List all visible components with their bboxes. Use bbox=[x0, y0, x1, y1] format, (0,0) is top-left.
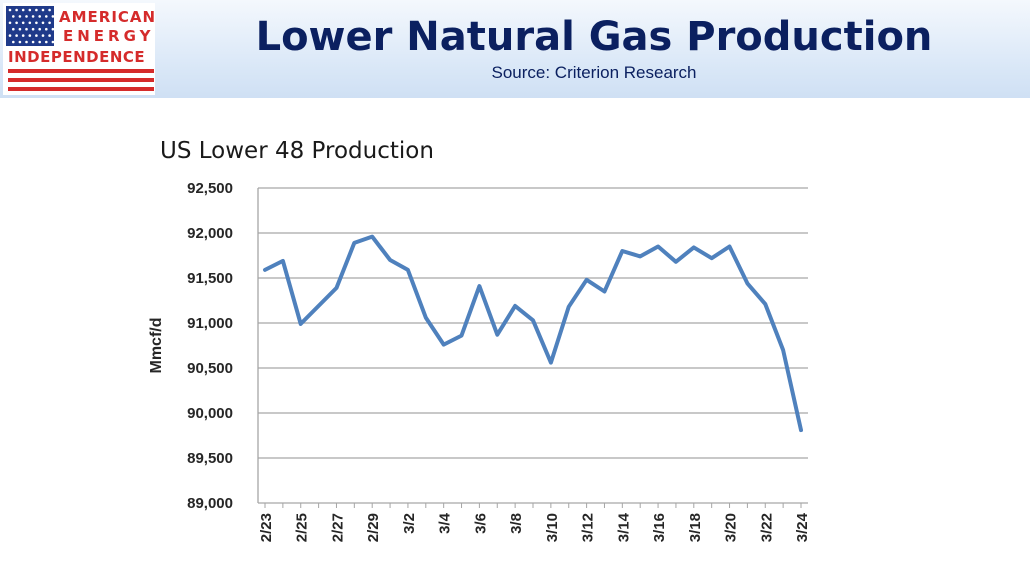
x-tick-label: 3/16 bbox=[651, 513, 668, 542]
chart-title: US Lower 48 Production bbox=[160, 138, 434, 164]
x-tick-label: 3/18 bbox=[687, 513, 704, 542]
y-tick-label: 92,500 bbox=[187, 180, 233, 197]
page-subtitle: Source: Criterion Research bbox=[491, 63, 697, 82]
series-line bbox=[263, 234, 803, 433]
flag-star bbox=[51, 27, 54, 31]
flag-star bbox=[15, 8, 18, 12]
flag-star bbox=[12, 15, 15, 18]
page-title: Lower Natural Gas Production bbox=[255, 14, 933, 60]
logo-line-2: ENERGY bbox=[63, 27, 155, 45]
x-tick-label: 3/20 bbox=[723, 513, 740, 542]
logo-stripes bbox=[8, 69, 154, 91]
flag-star bbox=[31, 40, 35, 44]
flag-star bbox=[35, 8, 38, 12]
y-tick-label: 91,000 bbox=[187, 315, 233, 332]
flag-star bbox=[45, 15, 48, 18]
flag-star bbox=[41, 21, 45, 25]
x-tick-label: 3/6 bbox=[472, 513, 489, 534]
flag-star bbox=[21, 21, 25, 25]
y-tick-label: 90,000 bbox=[187, 405, 233, 422]
flag-star bbox=[12, 40, 15, 44]
flag-star bbox=[28, 8, 32, 12]
flag-star bbox=[48, 34, 51, 37]
flag-star bbox=[8, 34, 12, 37]
y-tick-label: 91,500 bbox=[187, 270, 233, 287]
x-tick-label: 2/29 bbox=[365, 513, 382, 542]
flag-star bbox=[48, 21, 51, 25]
x-tick-label: 3/22 bbox=[758, 513, 775, 542]
y-axis-label: Mmcf/d bbox=[148, 318, 165, 374]
y-tick-label: 89,500 bbox=[187, 450, 233, 467]
x-tick-label: 3/12 bbox=[580, 513, 597, 542]
header-banner: AMERICAN ENERGY INDEPENDENCE Lower Natur… bbox=[0, 0, 1030, 98]
x-tick-label: 2/27 bbox=[329, 513, 346, 542]
flag-star bbox=[15, 34, 18, 37]
logo-line-1: AMERICAN bbox=[59, 8, 157, 26]
y-tick-label: 90,500 bbox=[187, 360, 233, 377]
x-tick-label: 2/23 bbox=[258, 513, 275, 542]
flag-star bbox=[28, 21, 32, 25]
flag-star bbox=[35, 21, 38, 25]
flag-star bbox=[12, 27, 15, 31]
y-tick-label: 89,000 bbox=[187, 495, 233, 512]
flag-star bbox=[28, 34, 32, 37]
us-flag-icon bbox=[6, 6, 54, 46]
flag-star bbox=[25, 15, 28, 18]
flag-star bbox=[38, 27, 41, 31]
flag-star bbox=[18, 40, 22, 44]
flag-star bbox=[31, 15, 35, 18]
flag-star bbox=[35, 34, 38, 37]
flag-star bbox=[38, 40, 41, 44]
x-tick-label: 3/8 bbox=[508, 513, 525, 534]
x-tick-label: 3/10 bbox=[544, 513, 561, 542]
flag-star bbox=[15, 21, 18, 25]
flag-star bbox=[25, 27, 28, 31]
y-tick-label: 92,000 bbox=[187, 225, 233, 242]
flag-star bbox=[18, 15, 22, 18]
flag-star bbox=[38, 15, 41, 18]
flag-star bbox=[45, 40, 48, 44]
flag-star bbox=[51, 15, 54, 18]
x-tick-label: 2/25 bbox=[294, 513, 311, 542]
logo-line-3: INDEPENDENCE bbox=[8, 48, 146, 66]
flag-star bbox=[21, 34, 25, 37]
flag-star bbox=[31, 27, 35, 31]
x-tick-label: 3/2 bbox=[401, 513, 418, 534]
flag-star bbox=[51, 40, 54, 44]
flag-star bbox=[41, 34, 45, 37]
flag-star bbox=[45, 27, 48, 31]
flag-star bbox=[25, 40, 28, 44]
x-tick-label: 3/4 bbox=[437, 512, 454, 534]
logo: AMERICAN ENERGY INDEPENDENCE bbox=[3, 3, 155, 95]
x-tick-label: 3/24 bbox=[794, 512, 811, 542]
x-tick-label: 3/14 bbox=[615, 512, 632, 542]
flag-star bbox=[48, 8, 51, 12]
flag-star bbox=[8, 21, 12, 25]
flag-star bbox=[18, 27, 22, 31]
flag-star bbox=[41, 8, 45, 12]
flag-star bbox=[8, 8, 12, 12]
flag-star bbox=[21, 8, 25, 12]
